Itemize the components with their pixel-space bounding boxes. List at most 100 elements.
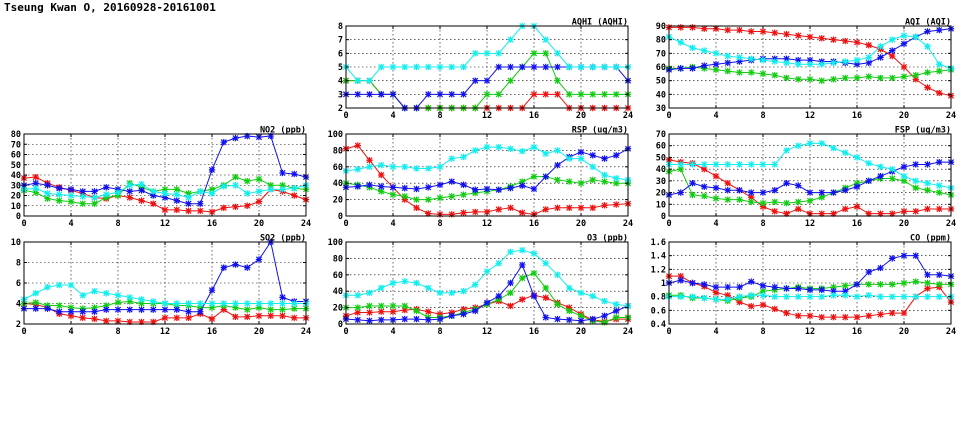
data-point xyxy=(208,166,216,174)
data-point xyxy=(425,308,432,315)
tick-label-y: 0 xyxy=(338,212,343,222)
tick-label-x: 16 xyxy=(852,111,862,121)
tick-label-x: 20 xyxy=(254,219,264,229)
data-point xyxy=(197,200,204,207)
tick-label-x: 24 xyxy=(946,111,956,121)
data-point xyxy=(748,161,755,168)
data-point xyxy=(795,76,802,83)
data-point xyxy=(530,250,538,257)
data-point xyxy=(566,178,573,185)
data-point xyxy=(613,152,620,159)
data-point xyxy=(677,277,684,284)
data-point xyxy=(366,302,373,310)
data-point xyxy=(413,185,420,193)
data-point xyxy=(677,39,684,46)
data-point xyxy=(842,282,849,289)
data-point xyxy=(554,161,561,169)
chart-aqi: 0 4 8 12 16 20 24 30 40 50 60 70 80 90 AQI (AQI) xyxy=(656,18,956,121)
data-point xyxy=(126,318,133,326)
tick-label-x: 20 xyxy=(899,327,909,337)
data-point xyxy=(32,305,39,312)
data-point xyxy=(830,144,837,152)
data-point xyxy=(748,198,755,206)
data-point xyxy=(495,292,502,300)
data-point xyxy=(936,89,943,97)
data-point xyxy=(601,91,608,98)
data-point xyxy=(519,182,526,189)
data-point xyxy=(889,293,896,300)
data-point xyxy=(436,91,444,98)
data-point xyxy=(877,43,884,50)
tick-label-y: 70 xyxy=(656,130,666,140)
tick-label-y: 5 xyxy=(338,63,343,73)
data-point xyxy=(197,300,204,307)
data-point xyxy=(161,186,169,193)
data-point xyxy=(759,56,767,64)
data-point xyxy=(220,306,227,313)
data-point xyxy=(818,140,825,147)
data-point xyxy=(613,63,620,71)
data-point xyxy=(853,74,861,82)
data-point xyxy=(818,293,825,300)
data-point xyxy=(724,161,731,168)
data-point xyxy=(589,204,596,211)
data-point xyxy=(138,296,145,303)
data-point xyxy=(566,63,573,71)
data-point xyxy=(255,188,263,195)
tick-label-x: 8 xyxy=(760,111,765,121)
data-point xyxy=(291,170,298,178)
data-point xyxy=(783,285,790,292)
data-point xyxy=(354,292,361,299)
data-point xyxy=(748,28,755,35)
data-point xyxy=(32,185,39,192)
data-point xyxy=(483,185,491,193)
data-point xyxy=(877,163,884,170)
data-point xyxy=(472,77,479,84)
data-point xyxy=(936,189,943,196)
data-point xyxy=(103,302,110,309)
data-point xyxy=(401,315,408,323)
data-point xyxy=(185,308,192,315)
data-point xyxy=(279,294,286,301)
data-point xyxy=(889,36,896,43)
data-point xyxy=(865,210,872,217)
data-point xyxy=(701,281,708,288)
data-point xyxy=(900,208,908,215)
data-point xyxy=(712,195,720,202)
data-point xyxy=(589,176,596,184)
data-point xyxy=(613,180,620,187)
data-point xyxy=(613,307,620,315)
data-point xyxy=(244,264,251,271)
tick-label-x: 20 xyxy=(576,327,586,337)
data-point xyxy=(91,194,98,201)
tick-label-y: 40 xyxy=(333,179,343,189)
data-point xyxy=(519,261,526,269)
data-point xyxy=(613,201,620,208)
data-point xyxy=(44,305,51,312)
data-point xyxy=(936,293,943,300)
data-point xyxy=(91,308,98,315)
data-point xyxy=(689,191,696,199)
data-point xyxy=(495,260,502,267)
data-point xyxy=(589,292,596,300)
data-point xyxy=(413,165,420,172)
data-point xyxy=(936,205,943,213)
data-point xyxy=(44,182,51,189)
tick-label-y: 1.2 xyxy=(651,265,666,275)
data-point xyxy=(208,304,216,311)
data-point xyxy=(554,91,561,98)
data-point xyxy=(436,181,444,189)
data-point xyxy=(759,28,767,35)
data-point xyxy=(554,271,561,278)
data-point xyxy=(460,306,467,313)
data-point xyxy=(67,304,75,311)
data-point xyxy=(173,206,180,214)
data-point xyxy=(448,309,455,316)
tick-label-y: 0.4 xyxy=(651,320,666,330)
data-point xyxy=(389,308,397,315)
data-point xyxy=(91,288,98,295)
data-point xyxy=(389,184,397,191)
data-point xyxy=(389,91,397,98)
tick-label-x: 8 xyxy=(115,219,120,229)
